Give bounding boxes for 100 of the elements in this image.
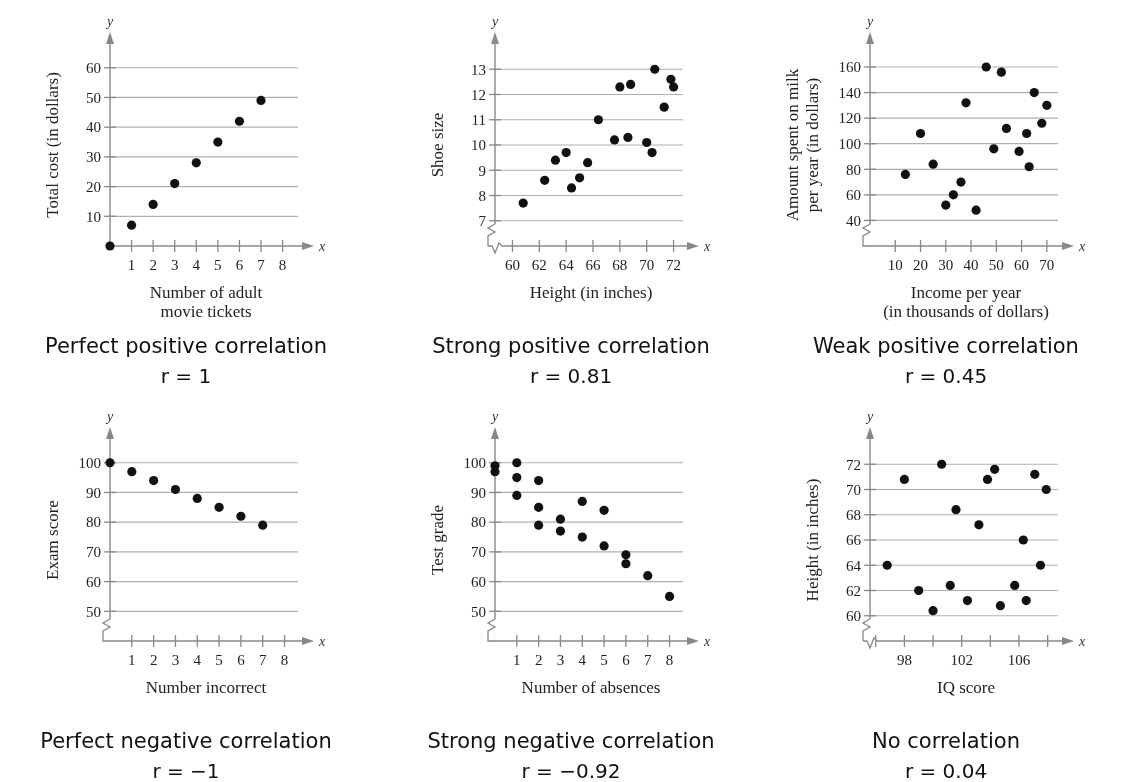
point <box>191 158 201 168</box>
point <box>659 102 669 112</box>
point <box>192 493 202 504</box>
y-tick-label: 11 <box>471 112 486 128</box>
y-axis-title: Total cost (in dollars) <box>43 72 62 218</box>
y-tick-label: 160 <box>838 59 861 76</box>
y-tick-label: 13 <box>471 61 486 78</box>
point <box>621 559 631 569</box>
x-tick-label: 5 <box>600 652 608 668</box>
text: Perfect negative correlation <box>40 729 332 753</box>
y-tick-label: 62 <box>846 582 861 599</box>
point <box>915 128 926 139</box>
point <box>550 155 561 165</box>
y-tick-label: 70 <box>846 481 861 498</box>
x-axis-title: Number incorrect <box>145 678 267 697</box>
x-tick-label: 8 <box>665 652 674 668</box>
text: r = 0.04 <box>904 759 988 782</box>
y-tick-label: 60 <box>846 608 861 624</box>
point <box>626 79 636 89</box>
x-tick-label: 3 <box>171 652 180 668</box>
y-tick-label: 8 <box>478 187 486 204</box>
point <box>599 541 609 551</box>
y-axis-title: Amount spent on milk per year (in dollars) <box>783 68 822 222</box>
point <box>971 205 981 215</box>
point <box>213 137 223 147</box>
point <box>899 474 909 484</box>
point <box>258 520 268 530</box>
x-axis-title: IQ score <box>936 678 996 697</box>
y-tick-label: 90 <box>86 484 101 501</box>
point <box>105 458 115 468</box>
y-tick-label: 120 <box>838 110 861 127</box>
x-tick-label: 5 <box>215 652 223 668</box>
point <box>512 490 522 501</box>
x-tick-label: 60 <box>504 257 520 273</box>
y-tick-label: 60 <box>846 187 861 204</box>
text: y <box>864 14 874 29</box>
x-tick-label: 60 <box>1014 257 1030 273</box>
y-tick-label: 68 <box>846 507 861 523</box>
x-tick-label: 8 <box>278 257 287 273</box>
x-tick-label: 7 <box>258 652 267 668</box>
text: y <box>104 409 114 424</box>
point <box>981 62 991 72</box>
x-tick-label: 30 <box>938 257 954 273</box>
point <box>149 475 159 486</box>
x-tick-label: 1 <box>128 652 136 668</box>
point <box>928 159 938 169</box>
y-tick-label: 20 <box>86 178 101 195</box>
point <box>577 496 587 506</box>
point <box>214 502 224 512</box>
y-tick-label: 10 <box>471 137 486 154</box>
point <box>599 505 609 515</box>
y-tick-label: 80 <box>86 514 101 531</box>
point <box>664 591 675 602</box>
y-tick-label: 12 <box>471 86 486 103</box>
point <box>1010 580 1020 591</box>
y-tick-label: 80 <box>471 514 486 531</box>
point <box>1024 162 1034 172</box>
text: x <box>702 239 711 254</box>
point <box>555 514 566 524</box>
point <box>666 74 676 84</box>
x-tick-label: 4 <box>578 652 587 668</box>
point <box>996 67 1006 77</box>
y-axis-title: Test grade <box>428 504 447 576</box>
y-tick-label: 60 <box>86 60 101 77</box>
point <box>621 550 631 560</box>
point <box>566 183 577 193</box>
point <box>900 169 910 180</box>
text: x <box>702 634 711 649</box>
point <box>126 220 137 230</box>
x-tick-label: 4 <box>192 257 201 273</box>
x-tick-label: 20 <box>913 257 929 273</box>
point <box>583 158 593 168</box>
y-tick-label: 9 <box>478 162 486 179</box>
y-tick-label: 64 <box>846 557 862 574</box>
x-tick-label: 6 <box>235 257 244 273</box>
y-tick-label: 70 <box>471 544 486 561</box>
point <box>170 484 181 495</box>
point <box>1041 484 1051 495</box>
text: r = 1 <box>160 364 212 388</box>
point <box>512 473 522 483</box>
x-tick-label: 72 <box>666 257 682 273</box>
point <box>105 241 115 251</box>
x-tick-label: 1 <box>127 257 136 273</box>
point <box>951 505 961 515</box>
point <box>1037 118 1047 128</box>
point <box>593 115 603 125</box>
y-tick-label: 7 <box>478 213 487 229</box>
y-tick-label: 50 <box>471 603 486 620</box>
point <box>647 147 657 158</box>
point <box>1021 596 1031 606</box>
point <box>1018 535 1028 545</box>
y-tick-label: 10 <box>86 208 101 225</box>
point <box>941 200 951 210</box>
y-tick-label: 60 <box>86 573 101 590</box>
y-tick-label: 70 <box>86 544 101 561</box>
text: y <box>104 14 114 29</box>
point <box>518 198 528 208</box>
point <box>882 560 892 570</box>
x-tick-label: 2 <box>149 257 157 273</box>
point <box>643 571 653 581</box>
